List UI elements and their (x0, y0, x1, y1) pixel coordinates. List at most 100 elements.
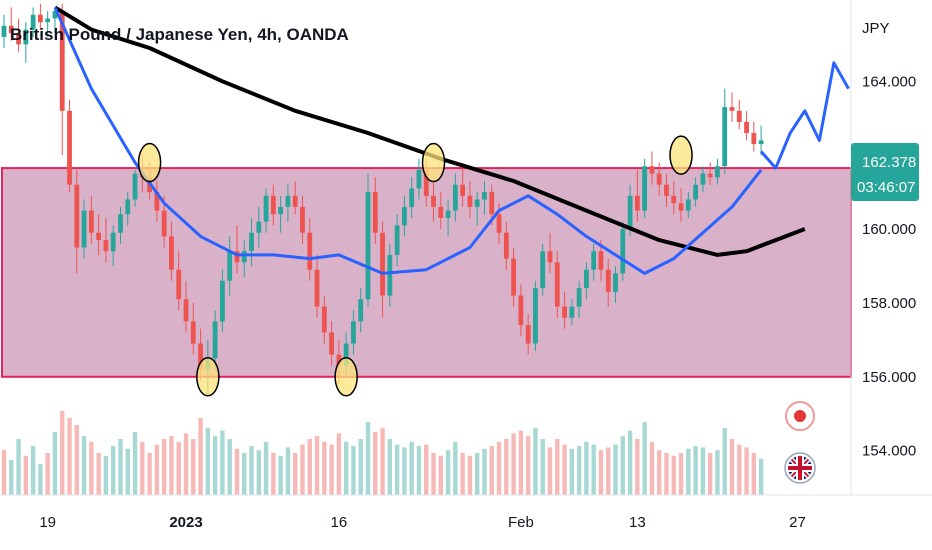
volume-bar (52, 432, 58, 495)
candle-body (96, 232, 102, 241)
candle-body (67, 110, 72, 185)
volume-bar (664, 453, 669, 495)
candle-body (45, 18, 51, 23)
volume-bar (212, 436, 218, 495)
candle-body (132, 173, 138, 200)
candle-body (343, 343, 349, 366)
volume-bar (154, 444, 160, 495)
candle-body (1, 25, 7, 37)
candles (1, 3, 764, 396)
volume-bar (657, 450, 662, 495)
last-price-label: 162.378 (862, 154, 916, 171)
volume-bar (635, 439, 640, 495)
volume-bar (118, 439, 123, 495)
candle-body (569, 306, 575, 318)
candle-body (329, 332, 334, 355)
volume-bar (45, 453, 50, 495)
candle-body (525, 325, 531, 344)
candle-body (74, 184, 80, 248)
volume-bar (496, 441, 502, 495)
volume-bar (263, 441, 269, 495)
candle-body (751, 132, 757, 145)
candle-body (664, 184, 669, 196)
candle-body (52, 11, 58, 19)
volume-bar (249, 446, 254, 495)
currency-label: JPY (862, 20, 890, 37)
candle-body (445, 210, 451, 218)
volume-bar (489, 446, 494, 495)
projection-path (759, 61, 850, 170)
volume-bar (271, 453, 276, 495)
volume-bar (402, 447, 407, 495)
alert-button[interactable] (785, 401, 815, 431)
candle-body (452, 184, 458, 211)
candle-body (402, 206, 407, 226)
candle-body (700, 173, 706, 185)
candle-body (314, 269, 320, 307)
volume-bar (642, 422, 647, 495)
volume-bars (1, 411, 764, 495)
volume-bar (278, 455, 283, 495)
time-tick-label: 27 (789, 514, 806, 531)
volume-bar (671, 455, 676, 495)
candle-body (278, 206, 284, 215)
volume-bar (227, 439, 232, 495)
candle-body (125, 199, 131, 215)
volume-bar (431, 453, 436, 495)
candle-body (474, 199, 480, 207)
candle-body (30, 14, 36, 30)
volume-bar (758, 458, 764, 495)
candle-body (409, 188, 415, 207)
volume-bar (686, 448, 691, 495)
candle-body (307, 232, 313, 270)
volume-bar (111, 446, 116, 495)
candle-body (431, 195, 436, 207)
candle-body (438, 206, 444, 218)
volume-bar (373, 432, 378, 495)
candle-body (169, 236, 174, 270)
price-tick-label: 154.000 (862, 443, 916, 460)
volume-bar (482, 448, 487, 495)
volume-bar (16, 439, 21, 495)
candle-body (161, 210, 167, 237)
volume-bar (220, 430, 225, 495)
candle-body (88, 210, 94, 233)
volume-bar (307, 439, 312, 495)
volume-bar (416, 446, 422, 495)
candle-body (715, 166, 720, 178)
flag-button[interactable] (784, 452, 816, 484)
volume-bar (518, 430, 524, 495)
candle-body (518, 295, 524, 326)
volume-bar (67, 418, 72, 495)
candle-body (336, 354, 342, 366)
candle-body (176, 269, 182, 300)
axes (0, 0, 932, 496)
price-tick-label: 164.000 (862, 73, 916, 90)
volume-bar (467, 455, 473, 495)
record-icon (794, 410, 806, 422)
time-tick-labels: 19 2023 16 Feb 13 27 (39, 514, 806, 531)
volume-bar (285, 447, 291, 495)
candle-body (387, 254, 393, 296)
candle-body (372, 192, 378, 233)
candle-body (460, 184, 466, 196)
volume-bar (409, 441, 414, 495)
volume-bar (234, 448, 240, 495)
volume-bar (649, 441, 655, 495)
candle-body (671, 195, 677, 204)
candle-body (678, 203, 684, 211)
volume-bar (314, 436, 320, 495)
volume-bar (365, 422, 371, 495)
volume-bar (147, 453, 152, 495)
candle-body (576, 288, 582, 307)
countdown-label: 03:46:07 (857, 179, 915, 196)
candle-body (503, 232, 509, 259)
candle-body (613, 273, 618, 292)
candle-body (23, 29, 29, 45)
volume-bar (707, 453, 713, 495)
candle-body (511, 258, 516, 296)
volume-bar (329, 444, 334, 495)
volume-bar (176, 441, 181, 495)
volume-bar (38, 464, 43, 495)
